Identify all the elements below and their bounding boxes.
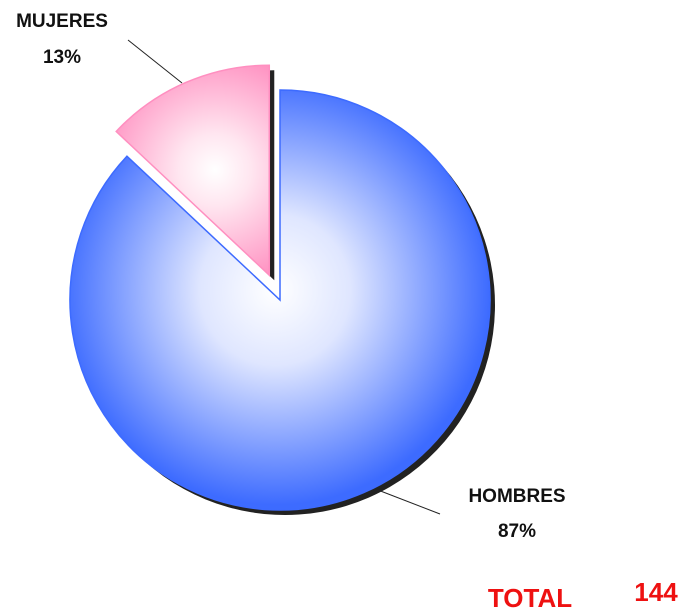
total-value: 144 (634, 577, 678, 607)
leader-line (377, 489, 441, 515)
total-label: TOTAL (488, 583, 572, 613)
slice (115, 64, 271, 277)
slice-label: HOMBRES (468, 486, 565, 507)
slice-value: 87% (498, 521, 536, 542)
slice-label: MUJERES (16, 11, 108, 32)
slice-value: 13% (43, 47, 81, 68)
leader-line (127, 39, 183, 84)
slice (69, 89, 491, 511)
